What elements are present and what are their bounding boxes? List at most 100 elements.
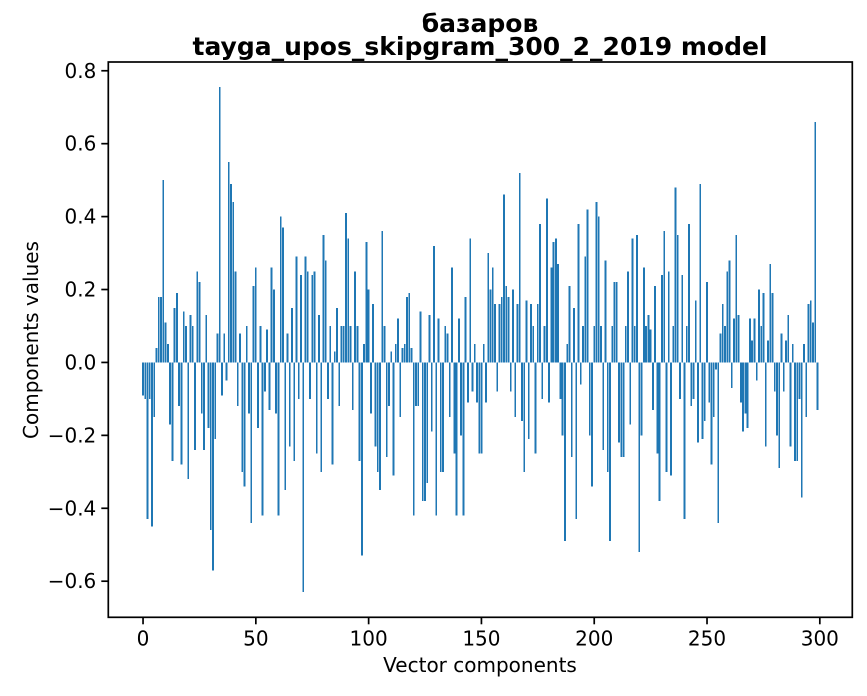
bar bbox=[331, 362, 334, 465]
x-tick-label: 150 bbox=[462, 626, 500, 650]
bar bbox=[708, 362, 711, 403]
bar bbox=[690, 362, 693, 407]
bar bbox=[360, 362, 363, 556]
bar bbox=[800, 362, 803, 498]
bar bbox=[545, 198, 548, 363]
bar bbox=[462, 362, 465, 516]
bar bbox=[455, 362, 458, 516]
x-tick-label: 200 bbox=[575, 626, 613, 650]
bar bbox=[591, 362, 593, 487]
bar bbox=[358, 362, 361, 461]
bar bbox=[385, 362, 388, 458]
bar-series bbox=[142, 87, 819, 593]
bar bbox=[160, 296, 162, 363]
bar bbox=[464, 296, 467, 363]
bar bbox=[284, 362, 287, 491]
bar bbox=[442, 362, 444, 472]
bar bbox=[624, 325, 627, 363]
bar bbox=[568, 285, 571, 363]
bar bbox=[433, 245, 435, 363]
bar bbox=[600, 325, 602, 363]
bar bbox=[293, 362, 296, 461]
bar bbox=[275, 362, 278, 414]
bar bbox=[272, 289, 275, 363]
bar bbox=[665, 362, 668, 472]
bar bbox=[216, 333, 219, 363]
bar bbox=[457, 318, 460, 363]
bar bbox=[661, 274, 663, 363]
bar bbox=[764, 362, 767, 447]
bar bbox=[448, 362, 451, 418]
bar bbox=[633, 325, 636, 363]
x-tick-label: 250 bbox=[688, 626, 726, 650]
bar bbox=[198, 282, 201, 363]
bar bbox=[507, 296, 510, 363]
bar bbox=[703, 362, 706, 421]
bar bbox=[559, 362, 562, 399]
bar bbox=[530, 304, 532, 363]
bar bbox=[620, 362, 623, 458]
bar bbox=[728, 260, 731, 363]
bar bbox=[816, 362, 819, 410]
bar bbox=[710, 362, 713, 465]
bar bbox=[254, 267, 257, 363]
bar bbox=[606, 362, 609, 472]
bar bbox=[758, 289, 760, 363]
bar bbox=[194, 362, 196, 450]
bar bbox=[473, 344, 476, 363]
bar bbox=[451, 267, 453, 363]
bar bbox=[415, 362, 417, 407]
bar bbox=[421, 362, 424, 501]
bar bbox=[340, 325, 343, 363]
bar bbox=[146, 362, 149, 520]
bar bbox=[794, 362, 796, 461]
x-axis-label: Vector components bbox=[383, 653, 577, 677]
bar bbox=[785, 340, 787, 363]
bar bbox=[706, 282, 708, 363]
y-tick-label: 0.6 bbox=[64, 132, 96, 156]
bar bbox=[604, 260, 607, 363]
bar bbox=[397, 318, 399, 363]
bar bbox=[268, 362, 271, 410]
bar bbox=[252, 285, 255, 363]
bar bbox=[369, 362, 372, 414]
bar bbox=[699, 183, 702, 363]
bar bbox=[812, 322, 814, 363]
bar bbox=[523, 362, 526, 472]
bar bbox=[636, 234, 638, 363]
bar bbox=[374, 362, 377, 447]
bar bbox=[171, 362, 174, 461]
bar bbox=[505, 285, 508, 363]
bar bbox=[245, 325, 248, 363]
bar bbox=[622, 362, 625, 458]
bar bbox=[166, 344, 169, 363]
bar bbox=[717, 362, 720, 523]
bar bbox=[751, 340, 754, 363]
bar bbox=[476, 362, 478, 403]
bar bbox=[609, 362, 611, 542]
y-tick-label: −0.4 bbox=[48, 496, 97, 520]
bar bbox=[485, 362, 487, 403]
bar bbox=[602, 362, 605, 450]
bar bbox=[588, 362, 591, 436]
plot-frame bbox=[107, 61, 854, 619]
bar bbox=[701, 362, 704, 440]
bar bbox=[439, 362, 442, 472]
bar bbox=[336, 307, 338, 363]
bar bbox=[796, 362, 799, 461]
bar bbox=[169, 362, 172, 425]
bar bbox=[381, 231, 384, 363]
bar bbox=[295, 256, 298, 363]
bar bbox=[681, 274, 684, 363]
bar bbox=[726, 271, 729, 363]
bar bbox=[142, 362, 144, 396]
bar bbox=[491, 267, 494, 363]
bar bbox=[234, 271, 237, 363]
bar bbox=[521, 362, 523, 421]
bar bbox=[496, 362, 499, 392]
bar bbox=[367, 289, 370, 363]
bar bbox=[487, 253, 490, 363]
bar bbox=[514, 362, 517, 418]
bar bbox=[554, 238, 557, 363]
